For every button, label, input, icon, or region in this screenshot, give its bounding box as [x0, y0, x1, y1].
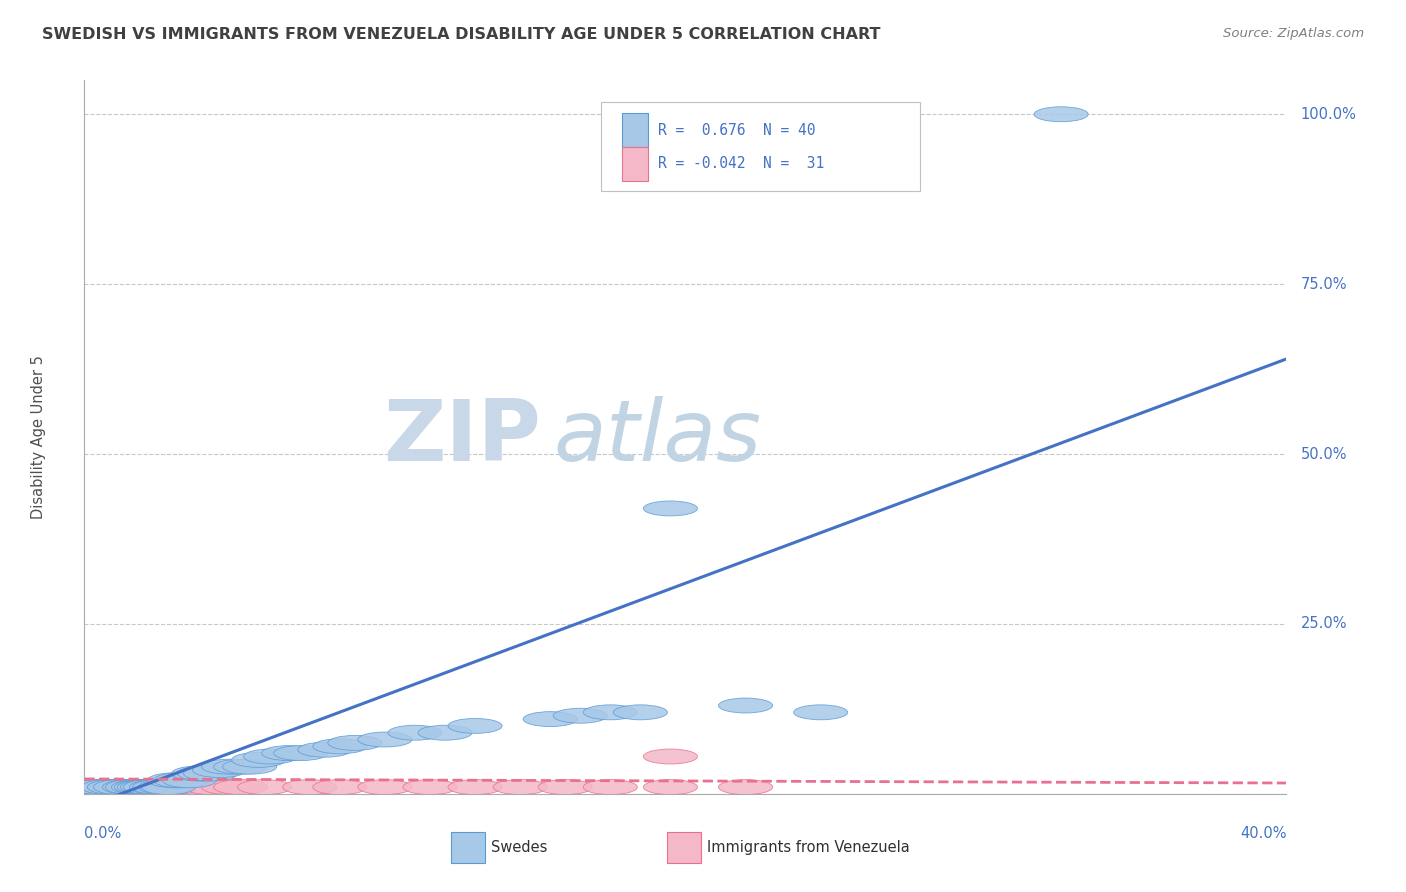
Ellipse shape [644, 749, 697, 764]
Ellipse shape [172, 780, 225, 795]
Ellipse shape [328, 735, 382, 750]
Ellipse shape [142, 780, 195, 795]
Text: Immigrants from Venezuela: Immigrants from Venezuela [707, 840, 910, 855]
Ellipse shape [153, 772, 208, 788]
Ellipse shape [118, 780, 172, 795]
Ellipse shape [718, 698, 772, 713]
Ellipse shape [214, 780, 267, 795]
Ellipse shape [132, 780, 187, 795]
Ellipse shape [793, 705, 848, 720]
Ellipse shape [184, 766, 238, 781]
Text: R =  0.676  N = 40: R = 0.676 N = 40 [658, 123, 815, 137]
Ellipse shape [111, 780, 166, 795]
Text: ZIP: ZIP [384, 395, 541, 479]
Ellipse shape [129, 780, 184, 795]
Ellipse shape [613, 705, 668, 720]
Ellipse shape [129, 780, 184, 795]
Ellipse shape [163, 772, 217, 788]
Ellipse shape [201, 759, 256, 774]
Text: R = -0.042  N =  31: R = -0.042 N = 31 [658, 156, 824, 171]
Text: 40.0%: 40.0% [1240, 826, 1286, 841]
Ellipse shape [238, 780, 291, 795]
Ellipse shape [114, 780, 169, 795]
Ellipse shape [87, 780, 142, 795]
Ellipse shape [262, 746, 316, 761]
Ellipse shape [177, 766, 232, 781]
Ellipse shape [111, 780, 166, 795]
Ellipse shape [644, 780, 697, 795]
FancyBboxPatch shape [621, 113, 648, 147]
Ellipse shape [124, 780, 177, 795]
Ellipse shape [359, 732, 412, 747]
Ellipse shape [418, 725, 472, 740]
Ellipse shape [72, 780, 127, 795]
Ellipse shape [644, 501, 697, 516]
Ellipse shape [388, 725, 441, 740]
Ellipse shape [82, 780, 135, 795]
Ellipse shape [214, 759, 267, 774]
Ellipse shape [105, 780, 159, 795]
Text: 100.0%: 100.0% [1301, 107, 1357, 122]
Ellipse shape [523, 712, 578, 727]
Ellipse shape [172, 766, 225, 781]
Text: SWEDISH VS IMMIGRANTS FROM VENEZUELA DISABILITY AGE UNDER 5 CORRELATION CHART: SWEDISH VS IMMIGRANTS FROM VENEZUELA DIS… [42, 27, 880, 42]
Ellipse shape [583, 780, 637, 795]
Ellipse shape [93, 780, 148, 795]
Ellipse shape [449, 718, 502, 733]
Ellipse shape [153, 780, 208, 795]
Text: Swedes: Swedes [491, 840, 547, 855]
FancyBboxPatch shape [621, 146, 648, 181]
Ellipse shape [283, 780, 337, 795]
Ellipse shape [583, 705, 637, 720]
Ellipse shape [538, 780, 592, 795]
Ellipse shape [82, 780, 135, 795]
Ellipse shape [103, 780, 156, 795]
Text: 25.0%: 25.0% [1301, 616, 1347, 632]
Ellipse shape [148, 780, 201, 795]
Text: Disability Age Under 5: Disability Age Under 5 [31, 355, 46, 519]
Ellipse shape [553, 708, 607, 723]
Ellipse shape [243, 749, 298, 764]
Ellipse shape [114, 780, 169, 795]
FancyBboxPatch shape [602, 102, 920, 191]
Ellipse shape [118, 780, 172, 795]
Ellipse shape [494, 780, 547, 795]
Text: 75.0%: 75.0% [1301, 277, 1347, 292]
FancyBboxPatch shape [668, 831, 702, 863]
Ellipse shape [274, 746, 328, 761]
Ellipse shape [105, 780, 159, 795]
Ellipse shape [72, 780, 127, 795]
Ellipse shape [87, 780, 142, 795]
Text: 0.0%: 0.0% [84, 826, 121, 841]
Ellipse shape [163, 780, 217, 795]
Text: atlas: atlas [553, 395, 761, 479]
Ellipse shape [1033, 107, 1088, 121]
Ellipse shape [232, 753, 285, 767]
Ellipse shape [359, 780, 412, 795]
Ellipse shape [132, 780, 187, 795]
Ellipse shape [298, 742, 352, 757]
Ellipse shape [124, 780, 177, 795]
FancyBboxPatch shape [451, 831, 485, 863]
Ellipse shape [312, 780, 367, 795]
Text: Source: ZipAtlas.com: Source: ZipAtlas.com [1223, 27, 1364, 40]
Ellipse shape [93, 780, 148, 795]
Ellipse shape [193, 763, 246, 778]
Ellipse shape [404, 780, 457, 795]
Ellipse shape [312, 739, 367, 754]
Ellipse shape [718, 780, 772, 795]
Ellipse shape [201, 780, 256, 795]
Ellipse shape [103, 780, 156, 795]
Ellipse shape [824, 107, 877, 121]
Ellipse shape [138, 780, 193, 795]
Ellipse shape [184, 780, 238, 795]
Ellipse shape [142, 780, 195, 795]
Ellipse shape [121, 780, 174, 795]
Ellipse shape [449, 780, 502, 795]
Ellipse shape [148, 772, 201, 788]
Text: 50.0%: 50.0% [1301, 447, 1347, 461]
Ellipse shape [222, 759, 277, 774]
